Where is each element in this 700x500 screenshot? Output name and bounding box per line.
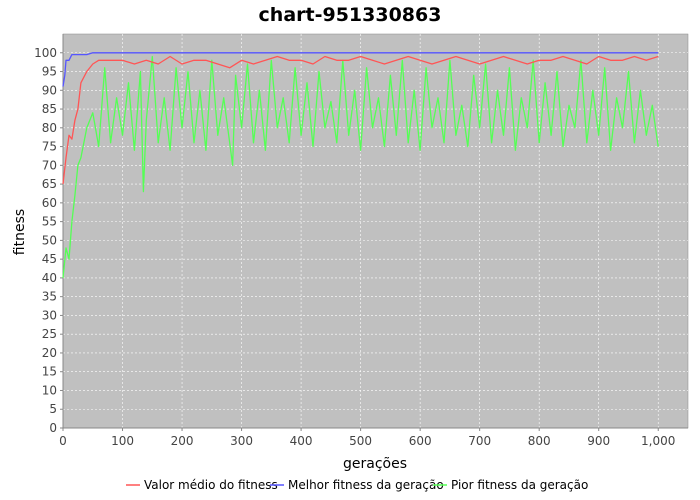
grid-lines xyxy=(62,34,688,429)
legend: Valor médio do fitness Melhor fitness da … xyxy=(126,478,588,492)
series-layer xyxy=(62,52,659,278)
series-line-2 xyxy=(62,52,659,87)
y-tick-label: 35 xyxy=(42,290,57,304)
y-tick-label: 15 xyxy=(42,365,57,379)
y-tick-label: 30 xyxy=(42,308,57,322)
y-tick-label: 85 xyxy=(42,102,57,116)
x-tick-label: 700 xyxy=(468,434,491,448)
x-tick-label: 200 xyxy=(171,434,194,448)
x-tick-label: 100 xyxy=(111,434,134,448)
plot-area xyxy=(62,33,689,429)
legend-label: Valor médio do fitness xyxy=(144,478,278,492)
y-tick-label: 80 xyxy=(42,121,57,135)
axes: 0 5 10 15 20 25 30 35 40 45 50 55 60 65 70 75 80 85 90 95 10… xyxy=(34,34,688,448)
x-tick-label: 600 xyxy=(409,434,432,448)
x-tick-label: 300 xyxy=(230,434,253,448)
x-tick-label: 1,000 xyxy=(641,434,675,448)
y-tick-label: 20 xyxy=(42,346,57,360)
y-tick-label: 100 xyxy=(34,46,57,60)
y-tick-label: 55 xyxy=(42,215,57,229)
y-tick-label: 45 xyxy=(42,252,57,266)
y-tick-label: 5 xyxy=(49,402,57,416)
x-tick-label: 0 xyxy=(59,434,67,448)
x-tick-label: 500 xyxy=(349,434,372,448)
legend-label: Pior fitness da geração xyxy=(451,478,588,492)
y-tick-label: 90 xyxy=(42,83,57,97)
x-tick-label: 400 xyxy=(290,434,313,448)
y-tick-label: 0 xyxy=(49,421,57,435)
y-tick-label: 65 xyxy=(42,177,57,191)
y-tick-label: 50 xyxy=(42,233,57,247)
series-line-1 xyxy=(62,55,659,185)
y-tick-label: 25 xyxy=(42,327,57,341)
legend-label: Melhor fitness da geração xyxy=(288,478,444,492)
y-tick-label: 70 xyxy=(42,158,57,172)
x-axis-label: gerações xyxy=(343,456,407,472)
y-tick-label: 95 xyxy=(42,65,57,79)
series-line-3 xyxy=(62,55,659,278)
y-tick-label: 10 xyxy=(42,383,57,397)
chart-title: chart-951330863 xyxy=(259,4,442,26)
y-tick-label: 40 xyxy=(42,271,57,285)
x-tick-label: 800 xyxy=(528,434,551,448)
y-axis-label: fitness xyxy=(12,209,28,255)
y-tick-label: 60 xyxy=(42,196,57,210)
y-tick-label: 75 xyxy=(42,140,57,154)
x-tick-label: 900 xyxy=(587,434,610,448)
